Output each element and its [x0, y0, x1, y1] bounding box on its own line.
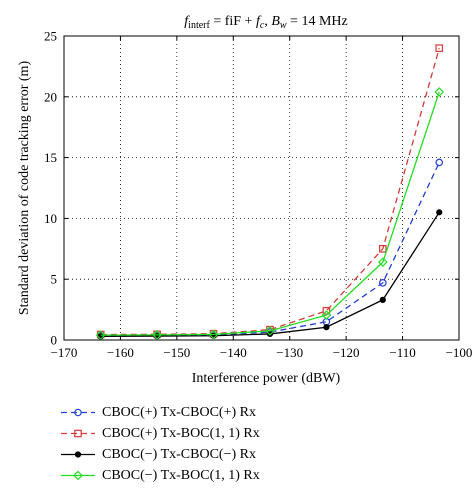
- series-2-line: [100, 47, 440, 336]
- legend-swatch-2: [61, 429, 95, 438]
- legend-marker-2: [74, 429, 82, 438]
- legend-label-3: CBOC(−) Tx-CBOC(−) Rx: [102, 446, 256, 462]
- series-4-point: [321, 310, 332, 320]
- x-tick-label: −140: [220, 345, 247, 360]
- y-tick-label: 20: [44, 89, 57, 104]
- legend-item-3: CBOC(−) Tx-CBOC(−) Rx: [58, 444, 260, 465]
- series-4-point: [95, 330, 106, 340]
- series-lines: [95, 44, 445, 340]
- series-1-point: [379, 279, 387, 287]
- x-tick-label: −170: [51, 345, 78, 360]
- legend-item-1: CBOC(+) Tx-CBOC(+) Rx: [58, 402, 260, 423]
- axis-ticks: −170 −160 −150 −140 −130 −120 −110 −100 0 5 10 15 20…: [44, 29, 472, 361]
- series-4-line: [100, 91, 440, 336]
- legend-swatch-1: [61, 408, 95, 417]
- x-tick-label: −100: [446, 345, 473, 360]
- legend-swatch-3: [61, 451, 95, 458]
- legend-marker-3: [74, 451, 82, 458]
- plot-frame: [63, 35, 460, 341]
- series-4-point: [434, 87, 445, 97]
- series-2-point: [322, 307, 331, 315]
- x-tick-label: −160: [107, 345, 134, 360]
- y-axis-label: Standard deviation of code tracking erro…: [17, 61, 32, 316]
- series-4-point: [265, 326, 275, 336]
- y-tick-label: 10: [44, 211, 57, 226]
- legend-marker-1: [74, 408, 82, 417]
- series-4-point: [208, 329, 219, 340]
- series-1: [96, 158, 444, 340]
- series-1-point: [435, 158, 444, 167]
- series-2-point: [379, 245, 387, 253]
- series-3-point: [379, 296, 386, 303]
- series-4-point: [152, 330, 162, 340]
- series-4: [95, 87, 445, 340]
- legend-marker-4: [73, 470, 83, 481]
- legend-label-1: CBOC(+) Tx-CBOC(+) Rx: [102, 404, 256, 420]
- series-3-point: [436, 209, 443, 216]
- legend-swatch-4: [61, 470, 95, 481]
- x-tick-label: −130: [276, 345, 303, 360]
- y-tick-label: 15: [44, 150, 57, 165]
- y-tick-label: 0: [51, 333, 58, 348]
- legend-label-4: CBOC(−) Tx-BOC(1, 1) Rx: [102, 467, 260, 483]
- series-3-point: [266, 330, 274, 338]
- series-2: [96, 44, 444, 339]
- legend-label-2: CBOC(+) Tx-BOC(1, 1) Rx: [102, 425, 260, 441]
- x-tick-label: −150: [163, 345, 190, 360]
- x-axis-label: Interference power (dBW): [192, 371, 341, 386]
- legend: CBOC(+) Tx-CBOC(+) Rx CBOC(+) Tx-BOC(1, …: [58, 402, 260, 486]
- legend-item-2: CBOC(+) Tx-BOC(1, 1) Rx: [58, 423, 260, 444]
- series-2-point: [435, 44, 444, 52]
- legend-item-4: CBOC(−) Tx-BOC(1, 1) Rx: [58, 465, 260, 486]
- y-tick-label: 5: [51, 272, 58, 287]
- grid: [64, 36, 459, 340]
- x-tick-label: −110: [389, 345, 415, 360]
- series-3: [97, 209, 443, 340]
- series-4-point: [377, 257, 388, 268]
- series-3-point: [323, 324, 330, 331]
- series-1-line: [100, 162, 440, 337]
- y-tick-label: 25: [44, 29, 57, 44]
- x-tick-label: −120: [333, 345, 360, 360]
- chart-title: finterf = fiF + fc, Bw = 14 MHz: [184, 14, 347, 31]
